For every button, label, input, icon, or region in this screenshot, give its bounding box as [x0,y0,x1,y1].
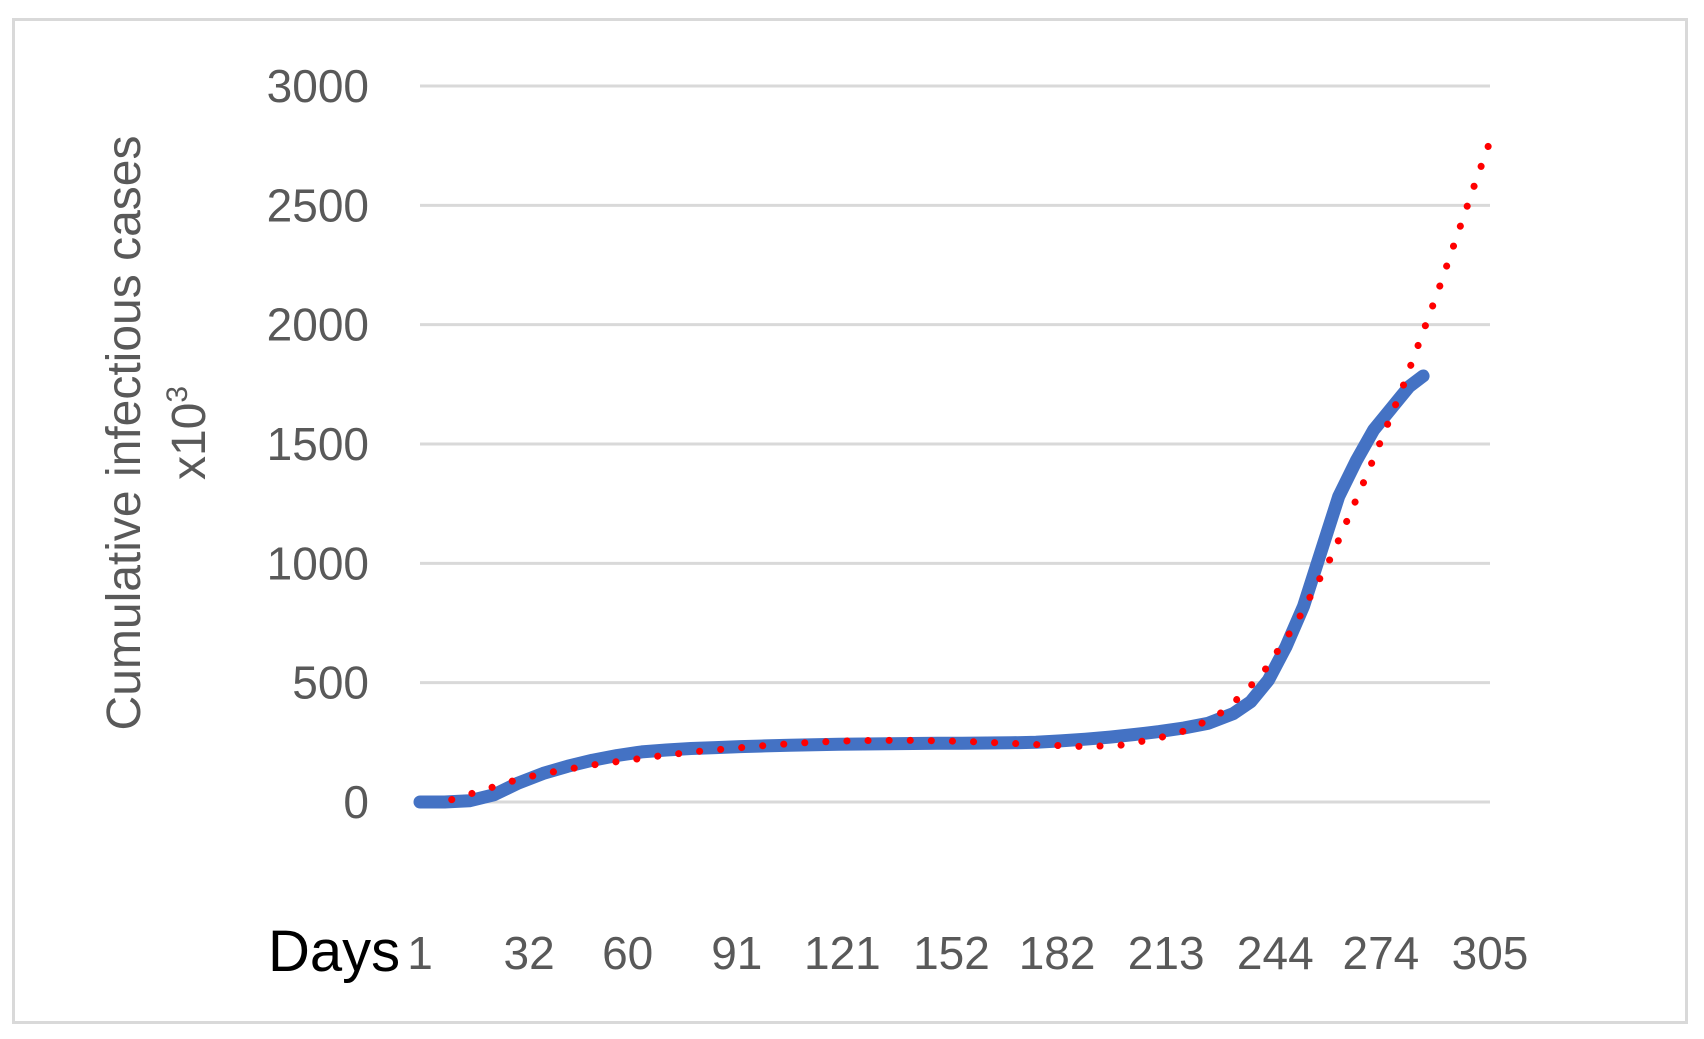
series-lines [413,127,1497,809]
y-tick-label: 3000 [267,60,369,112]
x-tick-label: 305 [1452,927,1529,979]
x-tick-labels: 1 32 60 91 121 152 182 213 244 274 305 [407,927,1528,979]
y-tick-label: 1500 [267,418,369,470]
chart-frame: 0 500 1000 1500 2000 2500 3000 1 32 60 91 121 152 18… [12,18,1688,1024]
gridlines [420,84,1490,804]
chart-plot: 0 500 1000 1500 2000 2500 3000 1 32 60 91 121 152 18… [98,60,1528,984]
x-tick-label: 244 [1237,927,1314,979]
y-axis-title-exponent: 3 [161,386,194,403]
x-tick-label: 32 [504,927,555,979]
x-tick-label: 121 [804,927,881,979]
y-tick-label: 2000 [267,299,369,351]
y-axis-title: Cumulative infectious cases x103 [98,136,216,731]
y-axis-title-line1: Cumulative infectious cases [98,136,151,731]
x-tick-label: 213 [1128,927,1205,979]
y-tick-labels: 0 500 1000 1500 2000 2500 3000 [267,60,369,828]
y-axis-title-line2: x103 [161,386,216,480]
x-tick-label: 91 [711,927,762,979]
x-axis-title: Days [268,919,400,984]
y-tick-label: 0 [343,776,369,828]
x-tick-label: 182 [1019,927,1096,979]
x-tick-label: 152 [913,927,990,979]
y-tick-label: 1000 [267,537,369,589]
series-line-solid [413,369,1430,809]
x-tick-label: 60 [602,927,653,979]
x-tick-label: 274 [1343,927,1420,979]
x-tick-label: 1 [407,927,433,979]
series-line-dotted [448,127,1497,804]
y-tick-label: 500 [292,657,369,709]
y-axis-title-base: x10 [163,403,216,480]
y-tick-label: 2500 [267,179,369,231]
